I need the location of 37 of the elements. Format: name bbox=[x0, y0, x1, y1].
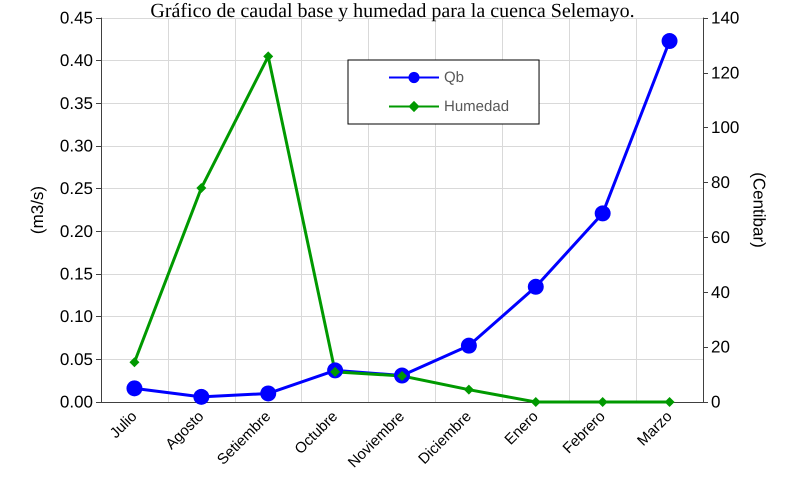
point bbox=[598, 397, 608, 407]
chart-title: Gráfico de caudal base y humedad para la cuenca Selemayo. bbox=[150, 0, 635, 22]
point bbox=[196, 183, 206, 194]
y-tick-label: 0.00 bbox=[60, 392, 93, 412]
point bbox=[126, 380, 142, 396]
point bbox=[260, 385, 276, 402]
y-tick-label: 0.45 bbox=[60, 8, 93, 28]
y-tick-label: 0.40 bbox=[60, 51, 93, 70]
y2-tick-label: 120 bbox=[711, 63, 740, 82]
point bbox=[193, 388, 210, 405]
y-tick-label: 0.20 bbox=[60, 222, 93, 241]
y2-tick-label: 100 bbox=[711, 118, 740, 138]
y-tick-label: 0.30 bbox=[60, 136, 93, 156]
y2-tick-label: 0 bbox=[711, 392, 720, 412]
y2-axis-title: (Centibar) bbox=[749, 172, 768, 248]
y2-tick-label: 140 bbox=[711, 8, 740, 28]
y-axis-title: (m3/s) bbox=[28, 186, 47, 234]
y-tick-label: 0.10 bbox=[60, 307, 93, 326]
y-tick-label: 0.15 bbox=[60, 264, 93, 284]
y-tick-label: 0.25 bbox=[60, 179, 93, 198]
point bbox=[530, 397, 541, 407]
y2-tick-label: 60 bbox=[711, 228, 730, 247]
point bbox=[464, 384, 474, 395]
y2-tick-label: 80 bbox=[711, 173, 730, 192]
point bbox=[528, 278, 544, 295]
point bbox=[594, 205, 611, 222]
point bbox=[460, 338, 477, 354]
y-tick-label: 0.05 bbox=[60, 350, 93, 369]
point bbox=[662, 33, 678, 50]
y-tick-label: 0.35 bbox=[60, 94, 93, 113]
point bbox=[129, 357, 140, 368]
legend-label: Qb bbox=[444, 69, 464, 86]
point bbox=[664, 397, 675, 407]
y2-tick-label: 40 bbox=[711, 282, 730, 302]
legend-label: Humedad bbox=[444, 98, 510, 115]
y2-tick-label: 20 bbox=[711, 338, 730, 357]
x-tick-label: Julio bbox=[106, 408, 140, 442]
